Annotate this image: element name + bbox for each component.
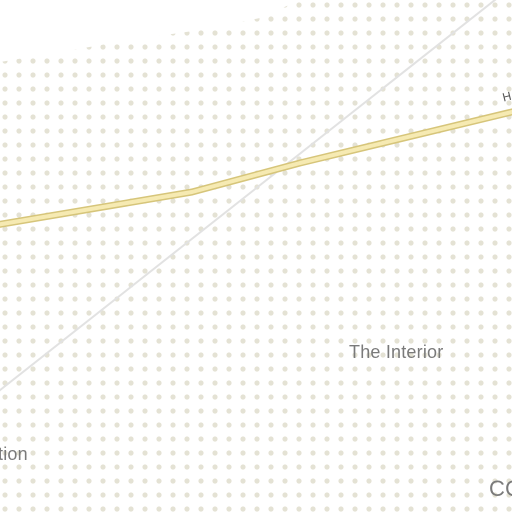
region-label-the-interior: The Interior (349, 342, 444, 362)
region-label-partial-bottom-right: CO (489, 476, 512, 501)
secondary-road[interactable] (0, 0, 500, 398)
highway[interactable] (0, 109, 512, 227)
region-label-partial-left: tion (0, 444, 28, 464)
